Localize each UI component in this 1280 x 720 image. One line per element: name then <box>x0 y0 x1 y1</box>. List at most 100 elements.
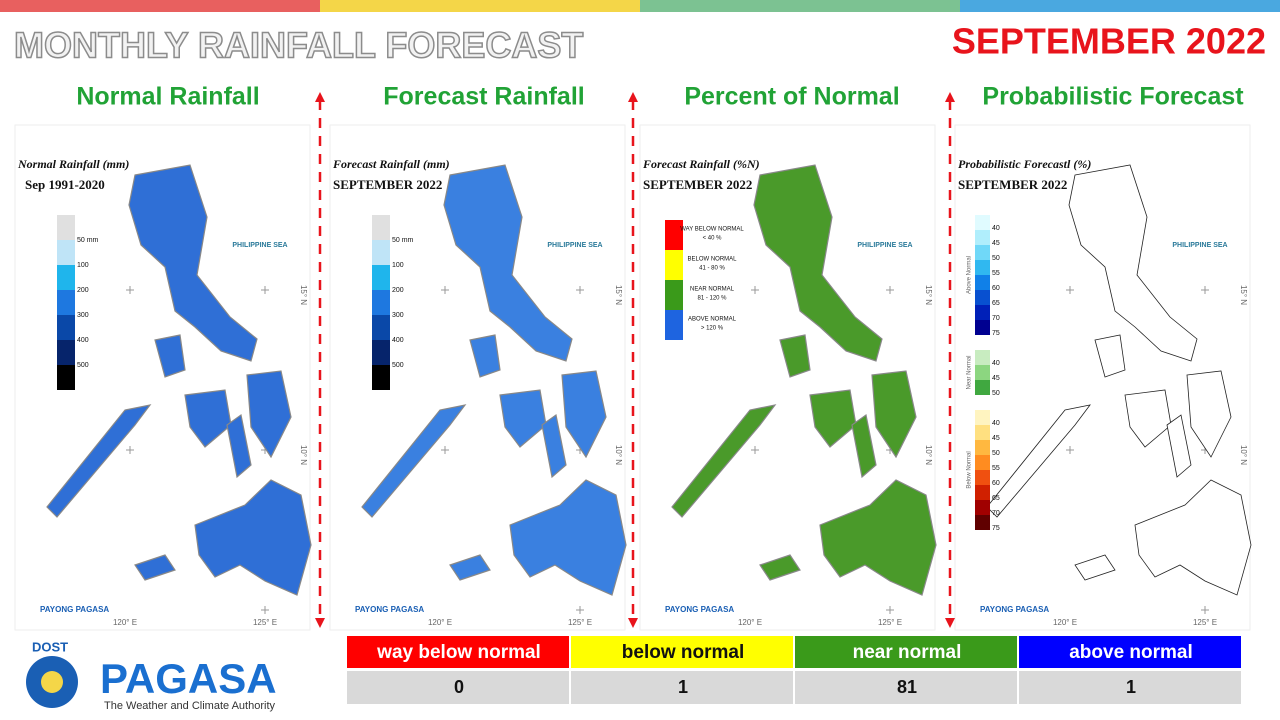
legend-label: 200 <box>77 287 89 294</box>
legend-swatch <box>665 220 683 250</box>
lon-label: 120° E <box>428 618 452 627</box>
legend-label: 60 <box>992 285 1000 292</box>
sea-label: PHILIPPINE SEA <box>857 242 912 249</box>
lon-label: 125° E <box>1193 618 1217 627</box>
legend-swatch <box>975 470 990 485</box>
legend-swatch <box>975 455 990 470</box>
sea-label: PHILIPPINE SEA <box>1172 242 1227 249</box>
legend-label: 55 <box>992 465 1000 472</box>
lon-label: 125° E <box>568 618 592 627</box>
table-header-text: way below normal <box>376 642 541 663</box>
grid-cross <box>1201 606 1209 614</box>
map-panel: PHILIPPINE SEA 120° E 125° E 15° N 10° N Norm… <box>14 124 312 631</box>
legend-swatch <box>975 485 990 500</box>
legend-swatch <box>975 515 990 530</box>
table-header-cell <box>1019 636 1241 668</box>
legend-swatch <box>975 320 990 335</box>
grid-cross <box>441 286 449 294</box>
legend-label: 100 <box>77 262 89 269</box>
legend-label: 75 <box>992 330 1000 337</box>
lat-label: 10° N <box>299 445 308 465</box>
island <box>671 404 777 518</box>
legend-label: 300 <box>77 312 89 319</box>
legend-group: Near Normal <box>967 355 973 389</box>
legend-swatch <box>975 425 990 440</box>
island <box>561 370 607 459</box>
lat-label: 15° N <box>614 285 623 305</box>
grid-cross <box>886 286 894 294</box>
map-panel: PHILIPPINE SEA 120° E 125° E 15° N 10° N Fore… <box>329 124 627 631</box>
table-count: 0 <box>454 677 464 697</box>
legend-label: 200 <box>392 287 404 294</box>
legend-swatch <box>372 240 390 265</box>
legend-swatch <box>57 340 75 365</box>
legend-swatch <box>665 250 683 280</box>
legend-swatch <box>372 265 390 290</box>
grid-cross <box>1201 286 1209 294</box>
island <box>1094 334 1126 378</box>
panel-heading: Forecast Rainfall <box>383 83 584 111</box>
legend-swatch <box>975 260 990 275</box>
logo-agency: DOST <box>32 639 68 654</box>
legend-swatch <box>57 240 75 265</box>
legend-label: BELOW NORMAL <box>687 257 737 263</box>
legend-range: > 120 % <box>701 326 724 332</box>
legend-label: 45 <box>992 240 1000 247</box>
map-panel: PHILIPPINE SEA 120° E 125° E 15° N 10° N Prob… <box>954 124 1252 631</box>
legend-label: 50 <box>992 450 1000 457</box>
legend-label: 40 <box>992 225 1000 232</box>
legend-range: 81 - 120 % <box>697 296 727 302</box>
lat-label: 15° N <box>1239 285 1248 305</box>
island <box>1074 554 1116 581</box>
lon-label: 120° E <box>738 618 762 627</box>
legend-swatch <box>57 215 75 240</box>
lat-label: 10° N <box>614 445 623 465</box>
island <box>1186 370 1232 458</box>
legend-range: 41 - 80 % <box>699 266 725 272</box>
legend-swatch <box>975 290 990 305</box>
legend-swatch <box>57 315 75 340</box>
map-subtitle: SEPTEMBER 2022 <box>643 177 752 192</box>
legend-label: 50 mm <box>77 237 99 244</box>
legend-label: 50 <box>992 390 1000 397</box>
panel-heading: Probabilistic Forecast <box>982 83 1244 111</box>
legend-label: 60 <box>992 480 1000 487</box>
table-header-cell <box>795 636 1017 668</box>
island <box>1124 389 1172 448</box>
legend-swatch <box>975 365 990 380</box>
sea-label: PHILIPPINE SEA <box>547 242 602 249</box>
legend-swatch <box>975 410 990 425</box>
grid-cross <box>441 446 449 454</box>
island <box>1134 479 1252 596</box>
legend-swatch <box>57 365 75 390</box>
legend-range: < 40 % <box>703 236 723 242</box>
legend-swatch <box>975 500 990 515</box>
map-subtitle: SEPTEMBER 2022 <box>958 177 1067 192</box>
grid-cross <box>576 286 584 294</box>
map-title: Forecast Rainfall (mm) <box>332 157 450 171</box>
map-subtitle: SEPTEMBER 2022 <box>333 177 442 192</box>
grid-cross <box>126 446 134 454</box>
grid-cross <box>886 606 894 614</box>
top-band <box>0 0 320 12</box>
legend-label: 40 <box>992 420 1000 427</box>
map-badge: PAYONG PAGASA <box>40 605 109 614</box>
slide-period: SEPTEMBER 2022 <box>952 21 1266 62</box>
legend-label: 70 <box>992 315 1000 322</box>
table-header-cell <box>347 636 569 668</box>
island <box>469 334 501 378</box>
island <box>509 479 627 596</box>
legend-swatch <box>975 380 990 395</box>
island <box>851 413 877 479</box>
legend-label: 75 <box>992 525 1000 532</box>
lat-label: 15° N <box>924 285 933 305</box>
island <box>809 389 857 448</box>
table-header-text: near normal <box>853 642 962 663</box>
table-cell <box>571 671 793 704</box>
grid-cross <box>751 286 759 294</box>
grid-cross <box>261 606 269 614</box>
top-band <box>960 0 1280 12</box>
island <box>779 334 811 378</box>
island <box>986 404 1091 518</box>
logo-tagline: The Weather and Climate Authority <box>104 700 275 712</box>
